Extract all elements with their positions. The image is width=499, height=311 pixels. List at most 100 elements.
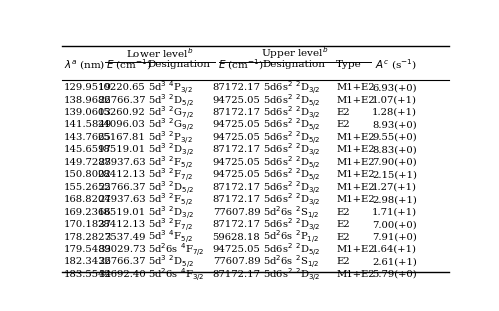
Text: M1+E2: M1+E2 bbox=[336, 195, 375, 204]
Text: E2: E2 bbox=[336, 220, 350, 229]
Text: 5d6s$^2$ $^2$D$_{5/2}$: 5d6s$^2$ $^2$D$_{5/2}$ bbox=[262, 166, 320, 183]
Text: 129.9519: 129.9519 bbox=[63, 83, 112, 92]
Text: 22766.37: 22766.37 bbox=[98, 95, 146, 104]
Text: 5d6s$^2$ $^2$D$_{3/2}$: 5d6s$^2$ $^2$D$_{3/2}$ bbox=[262, 79, 320, 96]
Text: 139.0603: 139.0603 bbox=[63, 108, 111, 117]
Text: 7.00(+0): 7.00(+0) bbox=[372, 220, 417, 229]
Text: 5d$^3$ $^2$P$_{3/2}$: 5d$^3$ $^2$P$_{3/2}$ bbox=[148, 129, 193, 146]
Text: 94725.05: 94725.05 bbox=[213, 133, 260, 142]
Text: 5d$^3$ $^2$F$_{7/2}$: 5d$^3$ $^2$F$_{7/2}$ bbox=[148, 216, 193, 233]
Text: 94725.05: 94725.05 bbox=[213, 170, 260, 179]
Text: Type: Type bbox=[336, 60, 362, 69]
Text: 170.1837: 170.1837 bbox=[63, 220, 112, 229]
Text: 141.5849: 141.5849 bbox=[63, 120, 112, 129]
Text: 1.64(+1): 1.64(+1) bbox=[372, 245, 417, 254]
Text: 5d6s$^2$ $^2$D$_{3/2}$: 5d6s$^2$ $^2$D$_{3/2}$ bbox=[262, 179, 320, 196]
Text: 5d$^3$ $^2$F$_{5/2}$: 5d$^3$ $^2$F$_{5/2}$ bbox=[148, 154, 193, 171]
Text: 87172.17: 87172.17 bbox=[213, 83, 260, 92]
Text: 5d$^3$ $^2$D$_{5/2}$: 5d$^3$ $^2$D$_{5/2}$ bbox=[148, 92, 194, 109]
Text: 5d6s$^2$ $^2$D$_{3/2}$: 5d6s$^2$ $^2$D$_{3/2}$ bbox=[262, 216, 320, 233]
Text: 5d6s$^2$ $^2$D$_{5/2}$: 5d6s$^2$ $^2$D$_{5/2}$ bbox=[262, 92, 320, 109]
Text: M1+E2: M1+E2 bbox=[336, 183, 375, 192]
Text: 87172.17: 87172.17 bbox=[213, 108, 260, 117]
Text: 7.90(+0): 7.90(+0) bbox=[372, 158, 417, 167]
Text: E2: E2 bbox=[336, 258, 350, 267]
Text: 32692.40: 32692.40 bbox=[98, 270, 146, 279]
Text: 5.79(+0): 5.79(+0) bbox=[372, 270, 417, 279]
Text: 18519.01: 18519.01 bbox=[97, 145, 146, 154]
Text: 77607.89: 77607.89 bbox=[213, 208, 260, 217]
Text: 87172.17: 87172.17 bbox=[213, 183, 260, 192]
Text: 5d$^3$ $^2$D$_{3/2}$: 5d$^3$ $^2$D$_{3/2}$ bbox=[148, 142, 194, 158]
Text: 5d$^2$6s $^2$S$_{1/2}$: 5d$^2$6s $^2$S$_{1/2}$ bbox=[262, 204, 319, 220]
Text: 149.7288: 149.7288 bbox=[63, 158, 112, 167]
Text: 5d$^3$ $^4$F$_{5/2}$: 5d$^3$ $^4$F$_{5/2}$ bbox=[148, 229, 193, 245]
Text: 1.28(+1): 1.28(+1) bbox=[372, 108, 417, 117]
Text: 5d6s$^2$ $^2$D$_{3/2}$: 5d6s$^2$ $^2$D$_{3/2}$ bbox=[262, 266, 320, 283]
Text: 5d$^2$6s $^4$F$_{7/2}$: 5d$^2$6s $^4$F$_{7/2}$ bbox=[148, 241, 204, 258]
Text: 27937.63: 27937.63 bbox=[98, 158, 146, 167]
Text: 5d6s$^2$ $^2$D$_{5/2}$: 5d6s$^2$ $^2$D$_{5/2}$ bbox=[262, 129, 320, 146]
Text: 1.27(+1): 1.27(+1) bbox=[372, 183, 417, 192]
Text: 8.83(+0): 8.83(+0) bbox=[372, 145, 417, 154]
Text: M1+E2: M1+E2 bbox=[336, 133, 375, 142]
Text: 94725.05: 94725.05 bbox=[213, 245, 260, 254]
Text: 94725.05: 94725.05 bbox=[213, 120, 260, 129]
Text: M1+E2: M1+E2 bbox=[336, 245, 375, 254]
Text: 145.6597: 145.6597 bbox=[63, 145, 111, 154]
Text: 182.3436: 182.3436 bbox=[63, 258, 111, 267]
Text: 168.8204: 168.8204 bbox=[63, 195, 111, 204]
Text: 22766.37: 22766.37 bbox=[98, 183, 146, 192]
Text: 5d6s$^2$ $^2$D$_{3/2}$: 5d6s$^2$ $^2$D$_{3/2}$ bbox=[262, 104, 320, 121]
Text: 138.9686: 138.9686 bbox=[63, 95, 111, 104]
Text: 5d6s$^2$ $^2$D$_{3/2}$: 5d6s$^2$ $^2$D$_{3/2}$ bbox=[262, 191, 320, 208]
Text: 6.93(+0): 6.93(+0) bbox=[372, 83, 417, 92]
Text: 5d$^3$ $^2$F$_{5/2}$: 5d$^3$ $^2$F$_{5/2}$ bbox=[148, 191, 193, 208]
Text: 169.2366: 169.2366 bbox=[63, 208, 111, 217]
Text: 28412.13: 28412.13 bbox=[97, 170, 146, 179]
Text: 18519.01: 18519.01 bbox=[97, 208, 146, 217]
Text: 2.98(+1): 2.98(+1) bbox=[372, 195, 417, 204]
Text: 1.71(+1): 1.71(+1) bbox=[372, 208, 417, 217]
Text: 5d$^2$6s $^2$S$_{1/2}$: 5d$^2$6s $^2$S$_{1/2}$ bbox=[262, 253, 319, 270]
Text: 59628.18: 59628.18 bbox=[213, 233, 260, 242]
Text: 87172.17: 87172.17 bbox=[213, 195, 260, 204]
Text: M1+E2: M1+E2 bbox=[336, 95, 375, 104]
Text: 5d$^3$ $^2$F$_{7/2}$: 5d$^3$ $^2$F$_{7/2}$ bbox=[148, 166, 193, 183]
Text: 87172.17: 87172.17 bbox=[213, 220, 260, 229]
Text: 155.2655: 155.2655 bbox=[63, 183, 111, 192]
Text: 5d$^2$6s $^4$F$_{3/2}$: 5d$^2$6s $^4$F$_{3/2}$ bbox=[148, 266, 204, 283]
Text: 1.07(+1): 1.07(+1) bbox=[372, 95, 417, 104]
Text: 77607.89: 77607.89 bbox=[213, 258, 260, 267]
Text: E2: E2 bbox=[336, 233, 350, 242]
Text: $A^c$ (s$^{-1}$): $A^c$ (s$^{-1}$) bbox=[375, 58, 417, 72]
Text: E2: E2 bbox=[336, 120, 350, 129]
Text: Upper level$^b$: Upper level$^b$ bbox=[261, 45, 329, 61]
Text: 3537.49: 3537.49 bbox=[104, 233, 146, 242]
Text: 179.5483: 179.5483 bbox=[63, 245, 112, 254]
Text: 5d$^3$ $^2$G$_{7/2}$: 5d$^3$ $^2$G$_{7/2}$ bbox=[148, 104, 194, 121]
Text: 22766.37: 22766.37 bbox=[98, 258, 146, 267]
Text: 5d$^3$ $^2$G$_{9/2}$: 5d$^3$ $^2$G$_{9/2}$ bbox=[148, 117, 194, 133]
Text: 28412.13: 28412.13 bbox=[97, 220, 146, 229]
Text: 5d$^3$ $^4$P$_{3/2}$: 5d$^3$ $^4$P$_{3/2}$ bbox=[148, 79, 193, 96]
Text: 5d$^3$ $^2$D$_{5/2}$: 5d$^3$ $^2$D$_{5/2}$ bbox=[148, 179, 194, 196]
Text: Designation: Designation bbox=[262, 60, 326, 69]
Text: $\lambda^a$ (nm): $\lambda^a$ (nm) bbox=[63, 58, 105, 72]
Text: 7.91(+0): 7.91(+0) bbox=[372, 233, 417, 242]
Text: 5d6s$^2$ $^2$D$_{5/2}$: 5d6s$^2$ $^2$D$_{5/2}$ bbox=[262, 154, 320, 171]
Text: 94725.05: 94725.05 bbox=[213, 158, 260, 167]
Text: 5d6s$^2$ $^2$D$_{5/2}$: 5d6s$^2$ $^2$D$_{5/2}$ bbox=[262, 117, 320, 133]
Text: 150.8002: 150.8002 bbox=[63, 170, 111, 179]
Text: 5d6s$^2$ $^2$D$_{5/2}$: 5d6s$^2$ $^2$D$_{5/2}$ bbox=[262, 241, 320, 258]
Text: 178.2827: 178.2827 bbox=[63, 233, 111, 242]
Text: 15260.92: 15260.92 bbox=[98, 108, 146, 117]
Text: E2: E2 bbox=[336, 208, 350, 217]
Text: M1+E2: M1+E2 bbox=[336, 83, 375, 92]
Text: 5d$^3$ $^2$D$_{3/2}$: 5d$^3$ $^2$D$_{3/2}$ bbox=[148, 204, 194, 220]
Text: $E$ (cm$^{-1}$): $E$ (cm$^{-1}$) bbox=[218, 58, 264, 72]
Text: 183.5544: 183.5544 bbox=[63, 270, 112, 279]
Text: 10220.65: 10220.65 bbox=[98, 83, 146, 92]
Text: E2: E2 bbox=[336, 108, 350, 117]
Text: M1+E2: M1+E2 bbox=[336, 270, 375, 279]
